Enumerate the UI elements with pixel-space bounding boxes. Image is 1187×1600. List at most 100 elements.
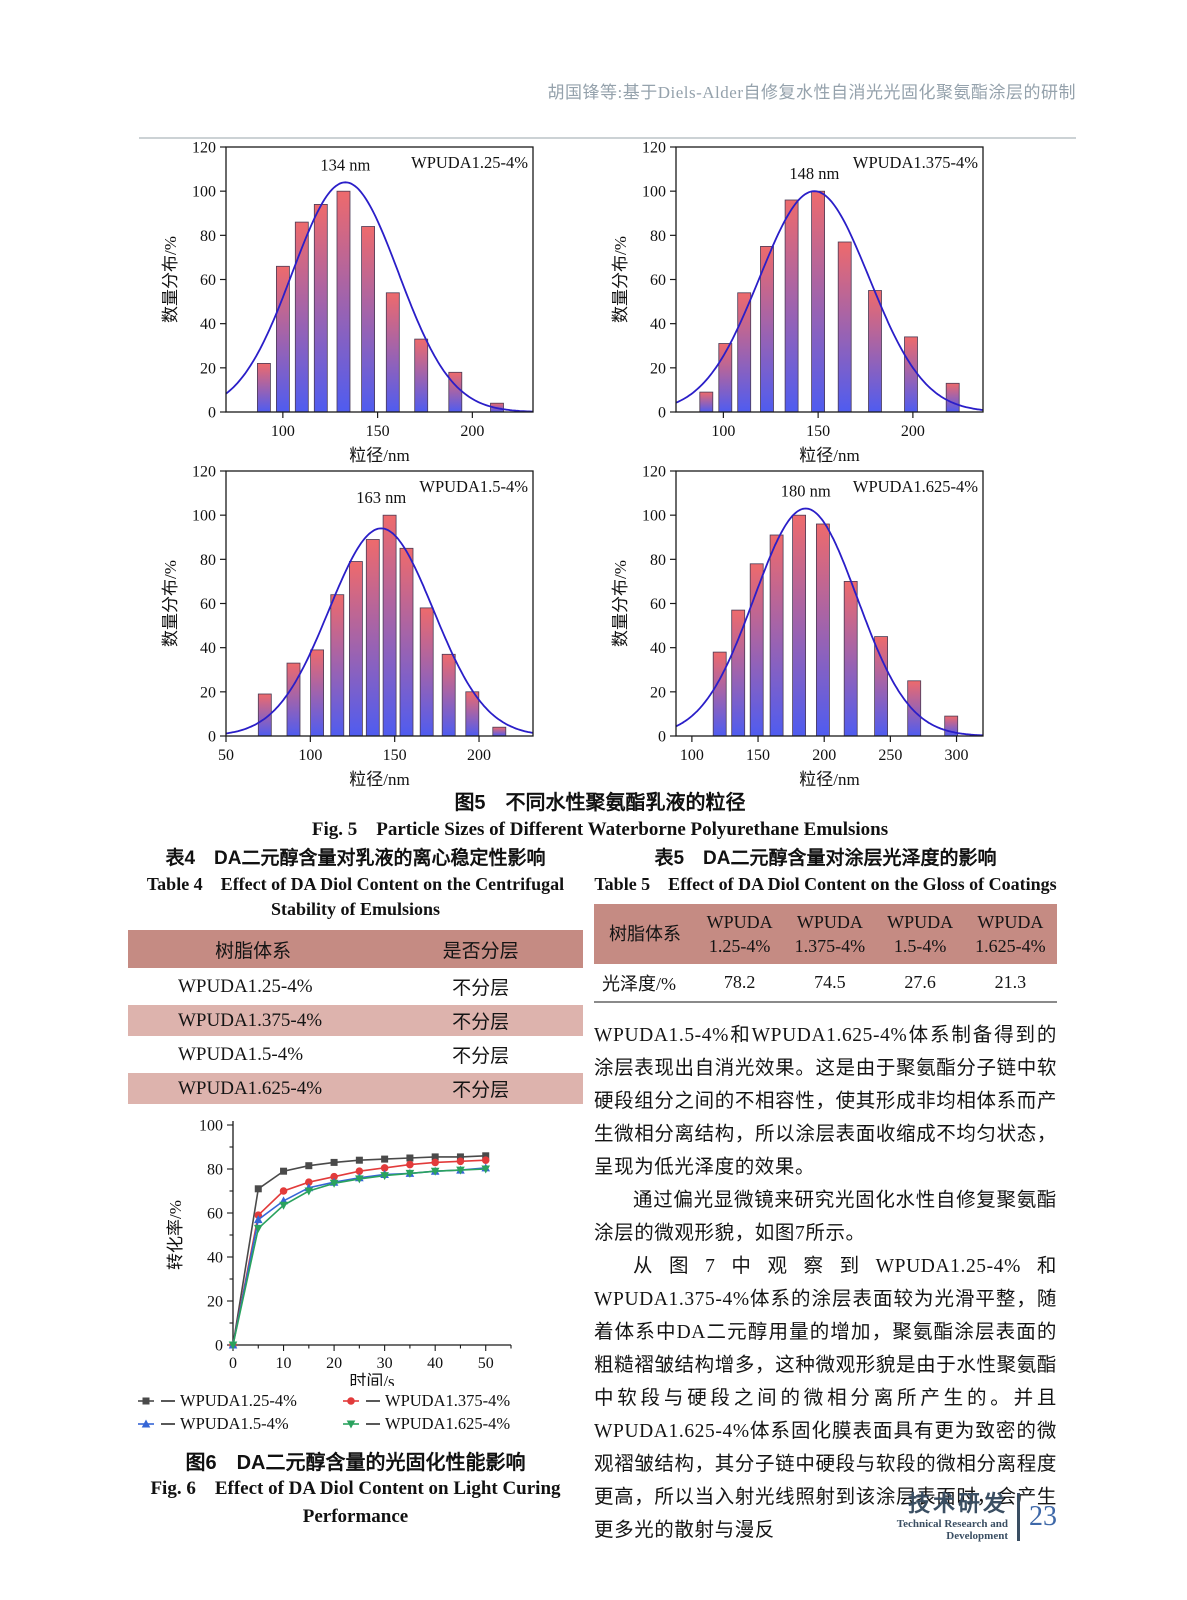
svg-text:200: 200 [812,747,836,764]
triangle-up-legend-marker [138,1419,175,1428]
svg-text:60: 60 [207,1206,223,1223]
svg-text:60: 60 [650,272,666,289]
table4: 树脂体系 是否分层 WPUDA1.25-4% 不分层 WPUDA1.375-4%… [128,930,583,1104]
svg-text:100: 100 [642,508,666,525]
svg-text:80: 80 [200,552,216,569]
figure6-caption-zh: 图6 DA二元醇含量的光固化性能影响 [185,1452,526,1474]
footer-divider [1017,1493,1020,1541]
svg-text:0: 0 [208,405,216,422]
body-paragraph: 通过偏光显微镜来研究光固化水性自修复聚氨酯涂层的微观形貌，如图7所示。 [594,1190,1057,1244]
svg-text:100: 100 [271,423,295,440]
svg-text:0: 0 [208,729,216,746]
svg-text:WPUDA1.5-4%: WPUDA1.5-4% [419,477,528,496]
svg-text:200: 200 [460,423,484,440]
svg-text:WPUDA1.25-4%: WPUDA1.25-4% [411,153,528,172]
svg-text:150: 150 [366,423,390,440]
table5-col-wpuda-1-5: WPUDA 1.5-4% [876,904,964,964]
svg-text:60: 60 [650,596,666,613]
svg-text:数量分布/%: 数量分布/% [611,236,630,323]
table5-title-zh: 表5 DA二元醇含量对涂层光泽度的影响 [654,848,997,869]
table4-title-en-line1: Table 4 Effect of DA Diol Content on the… [146,874,565,894]
chart-canvas: 0 20 40 60 80 100 120 50 100 150 200 数量分布/% 粒径/nm 163… [161,464,534,789]
svg-text:80: 80 [650,228,666,245]
table5-col-wpuda-1-625: WPUDA 1.625-4% [963,904,1057,964]
table4-title-zh: 表4 DA二元醇含量对乳液的离心稳定性影响 [165,848,546,869]
table5-cell: 27.6 [876,964,964,1003]
legend-item: WPUDA1.5-4% [138,1414,343,1434]
left-column: 表4 DA二元醇含量对乳液的离心稳定性影响 Table 4 Effect of … [128,846,583,1531]
body-paragraph: 从图7中观察到WPUDA1.25-4%和WPUDA1.375-4%体系的涂层表面… [594,1256,1057,1541]
svg-text:60: 60 [200,596,216,613]
table4-cell: WPUDA1.625-4% [178,1077,323,1099]
svg-text:180 nm: 180 nm [781,482,831,501]
svg-text:150: 150 [746,747,770,764]
chart-canvas: 0 20 40 60 80 100 120 100 150 200 250 300 数量分布/% 粒径/n… [611,464,984,789]
page-header-title: 胡国锋等:基于Diels-Alder自修复水性自消光光固化聚氨酯涂层的研制 [547,83,1076,102]
svg-text:100: 100 [642,184,666,201]
svg-text:20: 20 [207,1294,223,1311]
svg-text:120: 120 [192,140,216,157]
legend-item: WPUDA1.25-4% [138,1391,343,1411]
svg-text:数量分布/%: 数量分布/% [161,236,180,323]
header-divider [139,137,1076,139]
figure6-caption-en-line1: Fig. 6 Effect of DA Diol Content on Ligh… [150,1478,561,1499]
svg-text:数量分布/%: 数量分布/% [161,560,180,647]
svg-text:120: 120 [642,140,666,157]
table-row: 光泽度/% 78.2 74.5 27.6 21.3 [594,964,1057,1003]
table4-title-en-line2: Stability of Emulsions [270,899,441,919]
svg-text:148 nm: 148 nm [789,164,839,183]
table4-cell: WPUDA1.375-4% [178,1009,323,1031]
table4-header-row: 树脂体系 是否分层 [128,930,583,970]
svg-text:40: 40 [427,1355,443,1372]
svg-text:0: 0 [658,729,666,746]
particle-size-chart-wpuda-1-375: 0 20 40 60 80 100 120 100 150 200 数量分布/% 粒径/nm 148 n… [592,140,1042,469]
svg-text:250: 250 [878,747,902,764]
svg-text:时间/s: 时间/s [349,1372,394,1386]
table5-cell: 21.3 [963,964,1057,1003]
legend-item: WPUDA1.625-4% [343,1414,573,1434]
table5-col-resin-system: 树脂体系 [594,904,696,964]
figure6-caption-en-line2: Performance [302,1506,409,1527]
square-legend-marker [138,1397,175,1405]
table4-cell: WPUDA1.25-4% [178,975,313,997]
figure5-caption-en: Fig. 5 Particle Sizes of Different Water… [311,819,889,840]
svg-text:100: 100 [680,747,704,764]
svg-text:50: 50 [478,1355,494,1372]
svg-text:80: 80 [207,1162,223,1179]
svg-text:40: 40 [650,640,666,657]
table5-col-wpuda-1-25: WPUDA 1.25-4% [696,904,784,964]
table4-cell: WPUDA1.5-4% [178,1043,304,1065]
table5: 树脂体系 WPUDA 1.25-4% WPUDA 1.375-4% WPUDA … [594,904,1057,1003]
svg-text:数量分布/%: 数量分布/% [611,560,630,647]
footer-section: 技术研发 Technical Research and Development [836,1491,1017,1543]
svg-text:40: 40 [650,316,666,333]
particle-size-chart-wpuda-1-625: 0 20 40 60 80 100 120 100 150 200 250 300 数量分布/% 粒径/n… [592,464,1042,793]
svg-text:60: 60 [200,272,216,289]
table4-col-resin-system: 树脂体系 [128,930,379,970]
footer-section-zh: 技术研发 [907,1491,1008,1516]
table-row: WPUDA1.5-4% 不分层 [128,1037,583,1072]
table5-cell: 78.2 [696,964,784,1003]
table4-cell: 不分层 [452,1046,510,1067]
table5-header-row: 树脂体系 WPUDA 1.25-4% WPUDA 1.375-4% WPUDA … [594,904,1057,964]
svg-text:WPUDA1.625-4%: WPUDA1.625-4% [853,477,978,496]
circle-legend-marker [343,1397,380,1405]
particle-size-chart-wpuda-1-5: 0 20 40 60 80 100 120 50 100 150 200 数量分布/% 粒径/nm 163… [142,464,592,793]
svg-text:40: 40 [200,640,216,657]
triangle-down-legend-marker [343,1420,380,1429]
svg-text:40: 40 [207,1250,223,1267]
svg-text:120: 120 [192,464,216,481]
page-number: 23 [1029,1501,1057,1532]
particle-size-chart-wpuda-1-25: 0 20 40 60 80 100 120 100 150 200 数量分布/% 粒径/nm 134 n… [142,140,592,469]
legend-item: WPUDA1.375-4% [343,1391,573,1411]
svg-text:粒径/nm: 粒径/nm [799,770,859,788]
svg-text:粒径/nm: 粒径/nm [799,446,859,464]
page-footer: 技术研发 Technical Research and Development … [836,1491,1066,1543]
chart-canvas: 0 20 40 60 80 100 120 100 150 200 数量分布/% 粒径/nm 134 n… [161,140,534,465]
svg-text:20: 20 [326,1355,342,1372]
chart-canvas: 0 20 40 60 80 100 0 10 20 30 40 50 转化率/% 时间/s [166,1118,512,1391]
table-row: WPUDA1.625-4% 不分层 [128,1071,583,1104]
svg-text:10: 10 [276,1355,292,1372]
table5-title-en: Table 5 Effect of DA Diol Content on the… [594,874,1057,894]
chart-canvas: 0 20 40 60 80 100 120 100 150 200 数量分布/% 粒径/nm 148 n… [611,140,984,465]
